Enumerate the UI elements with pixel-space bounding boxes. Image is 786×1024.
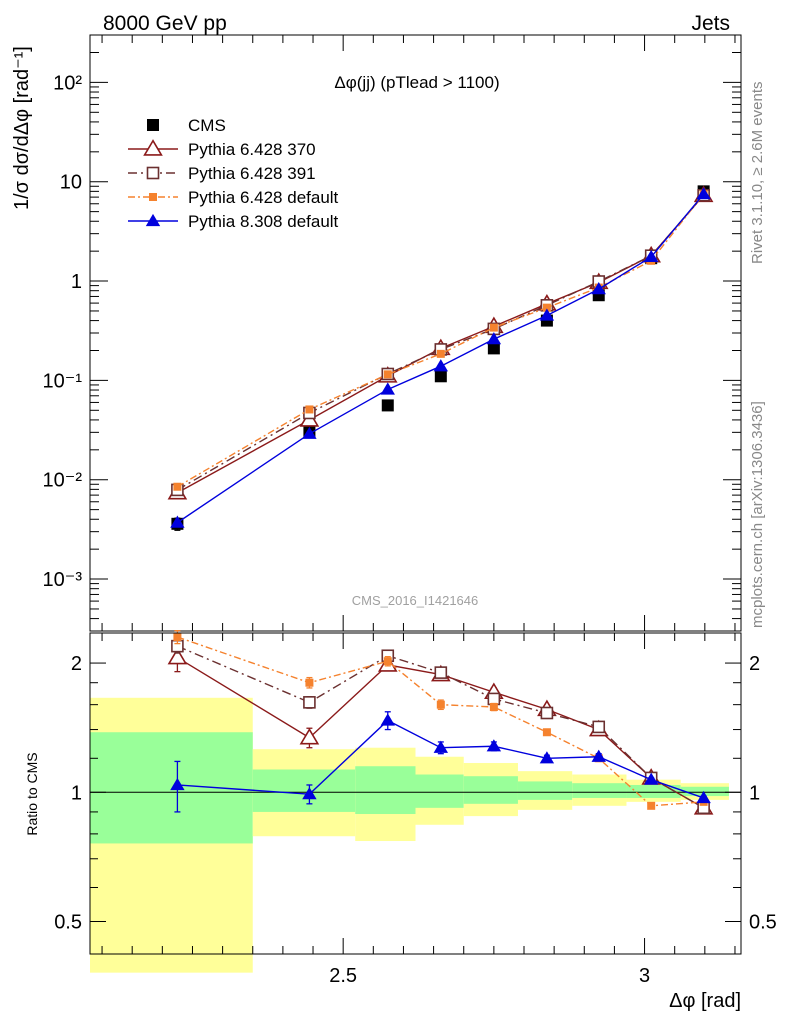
main-y-tick-label: 10⁻¹ (43, 370, 83, 392)
main-data-point (489, 323, 498, 332)
ratio-data-point (696, 790, 711, 804)
main-data-point (696, 187, 711, 200)
main-y-tick-label: 10 (60, 172, 82, 194)
legend-item: Pythia 6.428 default (128, 188, 339, 207)
legend-item: Pythia 6.428 370 (128, 139, 316, 159)
ratio-data-point (299, 727, 320, 745)
main-panel: Δφ(jj) (pTlead > 1100) CMS_2016_I1421646… (11, 34, 742, 632)
ratio-inner-band (355, 766, 416, 815)
ratio-data-point (305, 678, 314, 687)
x-tick-label: 3 (639, 965, 650, 987)
ratio-data-point (433, 740, 449, 753)
ratio-inner-band (517, 781, 573, 800)
ratio-data-point (591, 749, 606, 762)
ratio-y-axis-label: Ratio to CMS (24, 752, 40, 835)
x-axis-label: Δφ [rad] (669, 990, 741, 1012)
ratio-data-point (647, 801, 656, 810)
ratio-inner-band (415, 774, 464, 808)
legend-item: CMS (147, 116, 226, 135)
ratio-y-tick-label-right: 0.5 (749, 911, 777, 933)
ratio-inner-band (572, 783, 627, 798)
legend-label: Pythia 6.428 default (188, 188, 339, 207)
main-y-tick-label: 10² (53, 72, 82, 94)
ratio-inner-band (626, 784, 681, 798)
ratio-data-point (487, 692, 501, 706)
ratio-inner-band (680, 786, 729, 797)
main-frame (89, 34, 742, 632)
legend-label: Pythia 8.308 default (188, 212, 339, 231)
main-title: Δφ(jj) (pTlead > 1100) (334, 73, 499, 92)
ratio-series-pythia-8-308-default (170, 711, 711, 813)
ratio-y-tick-label: 1 (71, 782, 82, 804)
header-left: 8000 GeV pp (103, 12, 227, 35)
ratio-data-point (643, 772, 659, 785)
ratio-data-point (173, 633, 182, 642)
ratio-y-tick-label: 2 (71, 653, 82, 675)
ratio-data-point (434, 666, 448, 679)
main-y-axis-label-text: 1/σ dσ/dΔφ [rad⁻¹] (11, 46, 33, 210)
ratio-data-point (542, 728, 551, 737)
legend-label: CMS (188, 116, 226, 135)
main-data-point (381, 399, 394, 412)
ratio-data-point (489, 703, 498, 712)
ratio-panel: 0.5 0.5 1 1 2 2 2.5 3 Ratio to CMS Δφ [rad] (24, 629, 777, 1012)
ratio-y-tick-label-right: 2 (749, 653, 760, 675)
main-data-point (436, 349, 445, 358)
legend-label: Pythia 6.428 370 (188, 140, 316, 159)
main-data-point (433, 359, 449, 372)
main-data-point (643, 249, 659, 263)
main-data-point (305, 405, 314, 414)
main-data-point (487, 342, 500, 355)
main-data-point (542, 303, 551, 312)
main-data-point (302, 426, 317, 439)
legend-item: Pythia 8.308 default (128, 212, 339, 231)
ratio-inner-band (463, 776, 518, 804)
main-data-point (380, 382, 395, 395)
x-tick-label: 2.5 (329, 965, 357, 987)
legend-item: Pythia 6.428 391 (128, 164, 316, 183)
ratio-data-point (303, 696, 316, 709)
main-y-tick-label: 1 (71, 271, 82, 293)
main-data-point (539, 308, 555, 321)
main-series-pythia-8-308-default (170, 187, 711, 528)
legend-label: Pythia 6.428 391 (188, 164, 316, 183)
ratio-frame (89, 632, 742, 955)
main-data-point (434, 370, 447, 383)
ratio-data-point (380, 713, 395, 726)
ratio-data-point (539, 751, 555, 764)
rivet-label: Rivet 3.1.10, ≥ 2.6M events (749, 82, 766, 265)
main-data-point (591, 282, 606, 295)
mcplots-label: mcplots.cern.ch [arXiv:1306.3436] (749, 401, 766, 628)
header-right: Jets (691, 12, 730, 35)
ratio-data-point (167, 647, 188, 665)
ratio-data-point (436, 700, 445, 709)
main-y-tick-label: 10⁻² (43, 470, 83, 492)
main-y-tick-label: 10⁻³ (43, 569, 83, 591)
legend: CMS Pythia 6.428 370 Pythia 6.428 391 Pythi… (128, 116, 339, 231)
ratio-data-point (383, 657, 392, 666)
main-data-point (383, 370, 392, 379)
main-data-point (170, 515, 185, 528)
ratio-data-point (170, 777, 185, 791)
main-data-point (486, 332, 502, 345)
ratio-y-tick-label: 0.5 (54, 911, 82, 933)
watermark: CMS_2016_I1421646 (352, 593, 479, 608)
ratio-data-point (486, 739, 502, 752)
ratio-data-point (302, 787, 317, 800)
ratio-data-point (540, 706, 554, 720)
main-series-pythia-6-428-370 (167, 185, 714, 500)
main-data-point (173, 482, 182, 491)
main-y-axis-label: 1/σ dσ/dΔφ [rad⁻¹] (11, 46, 33, 210)
ratio-data-point (592, 720, 606, 734)
ratio-y-tick-label-right: 1 (749, 782, 760, 804)
